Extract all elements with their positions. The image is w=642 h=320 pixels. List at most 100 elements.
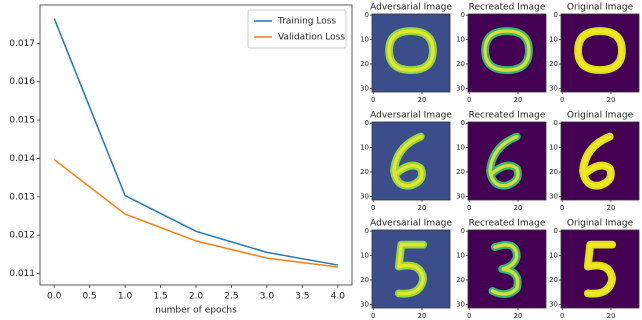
panel-title: Original Image xyxy=(567,3,634,13)
x-tick-label: 0 xyxy=(467,204,471,212)
y-tick-label: 0.012 xyxy=(9,231,35,241)
y-tick-label: 20 xyxy=(360,60,369,68)
x-tick-label: 20 xyxy=(514,312,523,320)
x-tick-label: 0.5 xyxy=(82,292,96,302)
x-tick-label: 3.0 xyxy=(260,292,275,302)
y-tick-label: 0.013 xyxy=(9,192,35,202)
y-tick-label: 20 xyxy=(456,60,465,68)
y-tick-label: 0.015 xyxy=(9,116,35,126)
x-tick-label: 0 xyxy=(467,312,471,320)
image-frame xyxy=(467,121,547,201)
x-tick-label: 0 xyxy=(371,96,375,104)
y-tick-label: 30 xyxy=(360,84,369,92)
x-tick-label: 20 xyxy=(514,204,523,212)
x-tick-label: 3.5 xyxy=(295,292,309,302)
y-tick-label: 30 xyxy=(360,192,369,200)
x-tick-label: 0 xyxy=(560,96,564,104)
y-tick-label: 30 xyxy=(549,300,558,308)
panel-title: Adversarial Image xyxy=(370,219,452,229)
panel-title: Original Image xyxy=(567,219,634,229)
y-tick-label: 10 xyxy=(360,144,369,152)
digit-core xyxy=(396,242,425,296)
y-tick-label: 0.011 xyxy=(9,269,35,279)
image-frame xyxy=(371,13,451,93)
x-tick-label: 0.0 xyxy=(47,292,62,302)
y-tick-label: 10 xyxy=(360,36,369,44)
digit-image xyxy=(574,27,626,74)
y-tick-label: 0 xyxy=(554,227,558,235)
x-tick-label: 20 xyxy=(418,312,427,320)
y-tick-label: 10 xyxy=(456,36,465,44)
y-tick-label: 10 xyxy=(549,144,558,152)
panel-title: Adversarial Image xyxy=(370,3,452,13)
image-frame xyxy=(560,121,640,201)
x-tick-label: 0 xyxy=(560,204,564,212)
digit-image xyxy=(385,27,437,74)
y-tick-label: 0 xyxy=(461,11,465,19)
y-tick-label: 0.017 xyxy=(9,39,35,49)
legend-box xyxy=(247,9,347,49)
digit-core xyxy=(488,134,520,188)
image-bg xyxy=(561,14,639,92)
digit-core xyxy=(387,29,435,72)
y-tick-label: 30 xyxy=(549,84,558,92)
x-tick-label: 2.5 xyxy=(224,292,238,302)
x-tick-label: 1.0 xyxy=(118,292,133,302)
y-tick-label: 0.014 xyxy=(9,154,35,164)
y-tick-label: 30 xyxy=(456,300,465,308)
x-tick-label: 4.0 xyxy=(331,292,346,302)
legend-label: Training Loss xyxy=(277,17,336,27)
y-tick-label: 10 xyxy=(549,252,558,260)
x-tick-label: 1.5 xyxy=(153,292,167,302)
digit-image xyxy=(579,132,615,190)
y-tick-label: 20 xyxy=(360,168,369,176)
y-tick-label: 0 xyxy=(365,227,369,235)
x-tick-label: 2.0 xyxy=(189,292,204,302)
x-tick-label: 20 xyxy=(418,204,427,212)
digit-image xyxy=(486,132,522,190)
series-line xyxy=(53,18,338,266)
digit-image xyxy=(488,241,522,298)
x-tick-label: 20 xyxy=(607,204,616,212)
x-tick-label: 20 xyxy=(607,312,616,320)
image-frame xyxy=(560,229,640,309)
x-tick-label: 20 xyxy=(607,96,616,104)
image-bg xyxy=(372,14,450,92)
y-tick-label: 30 xyxy=(456,192,465,200)
y-tick-label: 10 xyxy=(549,36,558,44)
panel-title: Recreated Image xyxy=(469,111,546,121)
y-tick-label: 10 xyxy=(360,252,369,260)
panel-title: Adversarial Image xyxy=(370,111,452,121)
x-tick-label: 20 xyxy=(418,96,427,104)
x-tick-label: 0 xyxy=(371,312,375,320)
image-frame xyxy=(371,121,451,201)
digit-core xyxy=(392,134,424,188)
y-tick-label: 20 xyxy=(549,168,558,176)
y-tick-label: 10 xyxy=(456,144,465,152)
image-frame xyxy=(467,13,547,93)
digit-core xyxy=(490,243,520,296)
digit-image xyxy=(583,240,617,298)
y-tick-label: 30 xyxy=(360,300,369,308)
y-tick-label: 0 xyxy=(554,11,558,19)
y-tick-label: 20 xyxy=(360,276,369,284)
y-tick-label: 0 xyxy=(365,11,369,19)
y-tick-label: 20 xyxy=(456,276,465,284)
x-tick-label: 0 xyxy=(467,96,471,104)
x-tick-label: 0 xyxy=(371,204,375,212)
digit-core xyxy=(585,242,614,296)
series-line xyxy=(53,158,338,268)
digit-image xyxy=(394,240,428,298)
x-tick-label: 0 xyxy=(560,312,564,320)
digit-image xyxy=(481,27,533,74)
image-frame xyxy=(560,13,640,93)
digit-core xyxy=(576,29,624,72)
legend-label: Validation Loss xyxy=(278,33,345,43)
x-tick-label: 20 xyxy=(514,96,523,104)
digit-core xyxy=(483,29,531,72)
image-frame xyxy=(467,229,547,309)
panel-title: Recreated Image xyxy=(469,219,546,229)
y-tick-label: 0 xyxy=(461,227,465,235)
